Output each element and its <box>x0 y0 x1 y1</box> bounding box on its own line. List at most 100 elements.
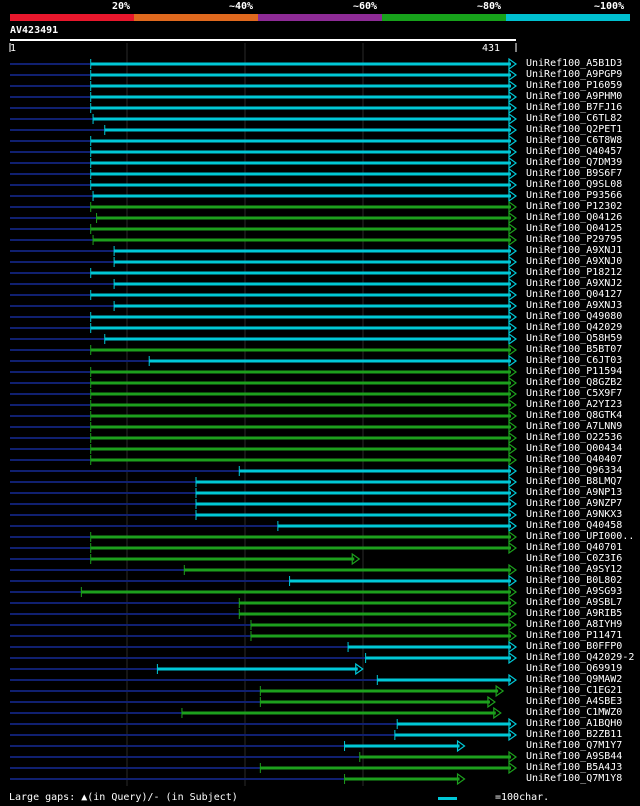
hit-arrow <box>508 387 518 401</box>
hit-label[interactable]: UniRef100_A5B1D3 <box>526 58 623 69</box>
hit-label[interactable]: UniRef100_Q04126 <box>526 212 623 223</box>
hit-label[interactable]: UniRef100_A9SG93 <box>526 586 623 597</box>
hit-label[interactable]: UniRef100_C1MWZ0 <box>526 707 623 718</box>
hit-label[interactable]: UniRef100_C0Z3I6 <box>526 553 623 564</box>
hit-label[interactable]: UniRef100_Q00434 <box>526 443 623 454</box>
hit-label[interactable]: UniRef100_A2YI23 <box>526 399 623 410</box>
hit-arrow <box>508 486 518 500</box>
scale-swatch <box>438 797 457 800</box>
hit-label[interactable]: UniRef100_Q58H59 <box>526 333 623 344</box>
hit-label[interactable]: UniRef100_Q9SL08 <box>526 179 623 190</box>
hit-arrow <box>508 233 518 247</box>
hit-label[interactable]: UniRef100_Q2PET1 <box>526 124 623 135</box>
hit-label[interactable]: UniRef100_P11471 <box>526 630 623 641</box>
hit-label[interactable]: UniRef100_A8IYH9 <box>526 619 623 630</box>
hit-arrow <box>508 629 518 643</box>
hit-label[interactable]: UniRef100_C6TL82 <box>526 113 623 124</box>
hit-label[interactable]: UniRef100_A7LNN9 <box>526 421 623 432</box>
hit-arrow <box>508 255 518 269</box>
hit-label[interactable]: UniRef100_B7FJ16 <box>526 102 623 113</box>
hit-arrow <box>456 739 466 753</box>
hit-arrow <box>508 277 518 291</box>
hit-label[interactable]: UniRef100_Q7M1Y7 <box>526 740 623 751</box>
hit-arrow <box>508 750 518 764</box>
hit-arrow <box>508 189 518 203</box>
hit-arrow <box>508 90 518 104</box>
hit-arrow <box>508 211 518 225</box>
hit-arrow <box>508 365 518 379</box>
hit-label[interactable]: UniRef100_A9XNJ2 <box>526 278 623 289</box>
hit-label[interactable]: UniRef100_A9NP13 <box>526 487 623 498</box>
hit-label[interactable]: UniRef100_Q04125 <box>526 223 623 234</box>
hit-label[interactable]: UniRef100_B0FFP0 <box>526 641 623 652</box>
hit-label[interactable]: UniRef100_P29795 <box>526 234 623 245</box>
hit-label[interactable]: UniRef100_C1EG21 <box>526 685 623 696</box>
hit-label[interactable]: UniRef100_Q9MAW2 <box>526 674 623 685</box>
hit-label[interactable]: UniRef100_C5X9F7 <box>526 388 623 399</box>
hit-label[interactable]: UniRef100_P93566 <box>526 190 623 201</box>
hit-arrow <box>508 607 518 621</box>
hit-arrow <box>508 596 518 610</box>
hit-label[interactable]: UniRef100_C6T8W8 <box>526 135 623 146</box>
hit-label[interactable]: UniRef100_Q40701 <box>526 542 623 553</box>
hit-label[interactable]: UniRef100_Q04127 <box>526 289 623 300</box>
hit-label[interactable]: UniRef100_Q42029-2 <box>526 652 635 663</box>
hit-label[interactable]: UniRef100_A4SBE3 <box>526 696 623 707</box>
hit-arrow <box>508 343 518 357</box>
hit-label[interactable]: UniRef100_UPI000.. <box>526 531 635 542</box>
hit-label[interactable]: UniRef100_Q7M1Y8 <box>526 773 623 784</box>
hit-label[interactable]: UniRef100_B9S6F7 <box>526 168 623 179</box>
hit-label[interactable]: UniRef100_C6JT03 <box>526 355 623 366</box>
hit-label[interactable]: UniRef100_A1BQH0 <box>526 718 623 729</box>
hit-label[interactable]: UniRef100_Q8GZB2 <box>526 377 623 388</box>
hit-arrow <box>508 541 518 555</box>
hit-label[interactable]: UniRef100_B5BT07 <box>526 344 623 355</box>
hit-arrow <box>508 321 518 335</box>
hit-label[interactable]: UniRef100_Q42029 <box>526 322 623 333</box>
hit-label[interactable]: UniRef100_Q7DM39 <box>526 157 623 168</box>
hit-label[interactable]: UniRef100_Q49080 <box>526 311 623 322</box>
scale-legend: =100char. <box>495 792 550 803</box>
hit-label[interactable]: UniRef100_A9SBL7 <box>526 597 623 608</box>
hit-label[interactable]: UniRef100_A9PHM0 <box>526 91 623 102</box>
hit-label[interactable]: UniRef100_A9SY12 <box>526 564 623 575</box>
large-gaps-legend: Large gaps: ▲(in Query)/- (in Subject) <box>9 792 238 803</box>
hit-label[interactable]: UniRef100_O22536 <box>526 432 623 443</box>
hit-label[interactable]: UniRef100_P12302 <box>526 201 623 212</box>
hit-arrow <box>508 651 518 665</box>
hit-label[interactable]: UniRef100_Q96334 <box>526 465 623 476</box>
hit-label[interactable]: UniRef100_P16059 <box>526 80 623 91</box>
legend-swatch-60 <box>258 14 382 21</box>
hit-label[interactable]: UniRef100_B5A4J3 <box>526 762 623 773</box>
hit-label[interactable]: UniRef100_B2ZB11 <box>526 729 623 740</box>
hit-label[interactable]: UniRef100_A9XNJ0 <box>526 256 623 267</box>
hit-arrow <box>508 376 518 390</box>
hit-label[interactable]: UniRef100_A9PGP9 <box>526 69 623 80</box>
hit-label[interactable]: UniRef100_A9SB44 <box>526 751 623 762</box>
hit-label[interactable]: UniRef100_A9NKX3 <box>526 509 623 520</box>
hit-label[interactable]: UniRef100_Q8GTK4 <box>526 410 623 421</box>
hit-arrow <box>508 717 518 731</box>
hit-label[interactable]: UniRef100_Q40457 <box>526 146 623 157</box>
hit-arrow <box>508 354 518 368</box>
hit-arrow <box>508 585 518 599</box>
hit-label[interactable]: UniRef100_A9XNJ1 <box>526 245 623 256</box>
hit-arrow <box>508 288 518 302</box>
hit-label[interactable]: UniRef100_A9RIB5 <box>526 608 623 619</box>
hit-arrow <box>508 453 518 467</box>
hit-arrow <box>508 68 518 82</box>
hit-arrow <box>508 420 518 434</box>
hit-label[interactable]: UniRef100_B8LMQ7 <box>526 476 623 487</box>
hit-label[interactable]: UniRef100_Q69919 <box>526 663 623 674</box>
hit-arrow <box>508 431 518 445</box>
hit-label[interactable]: UniRef100_A9NZP7 <box>526 498 623 509</box>
hit-arrow <box>508 497 518 511</box>
hit-label[interactable]: UniRef100_P18212 <box>526 267 623 278</box>
hit-label[interactable]: UniRef100_A9XNJ3 <box>526 300 623 311</box>
hit-label[interactable]: UniRef100_Q40407 <box>526 454 623 465</box>
hit-label[interactable]: UniRef100_B0L802 <box>526 575 623 586</box>
hit-label[interactable]: UniRef100_P11594 <box>526 366 623 377</box>
hit-arrow <box>508 57 518 71</box>
hit-label[interactable]: UniRef100_Q40458 <box>526 520 623 531</box>
